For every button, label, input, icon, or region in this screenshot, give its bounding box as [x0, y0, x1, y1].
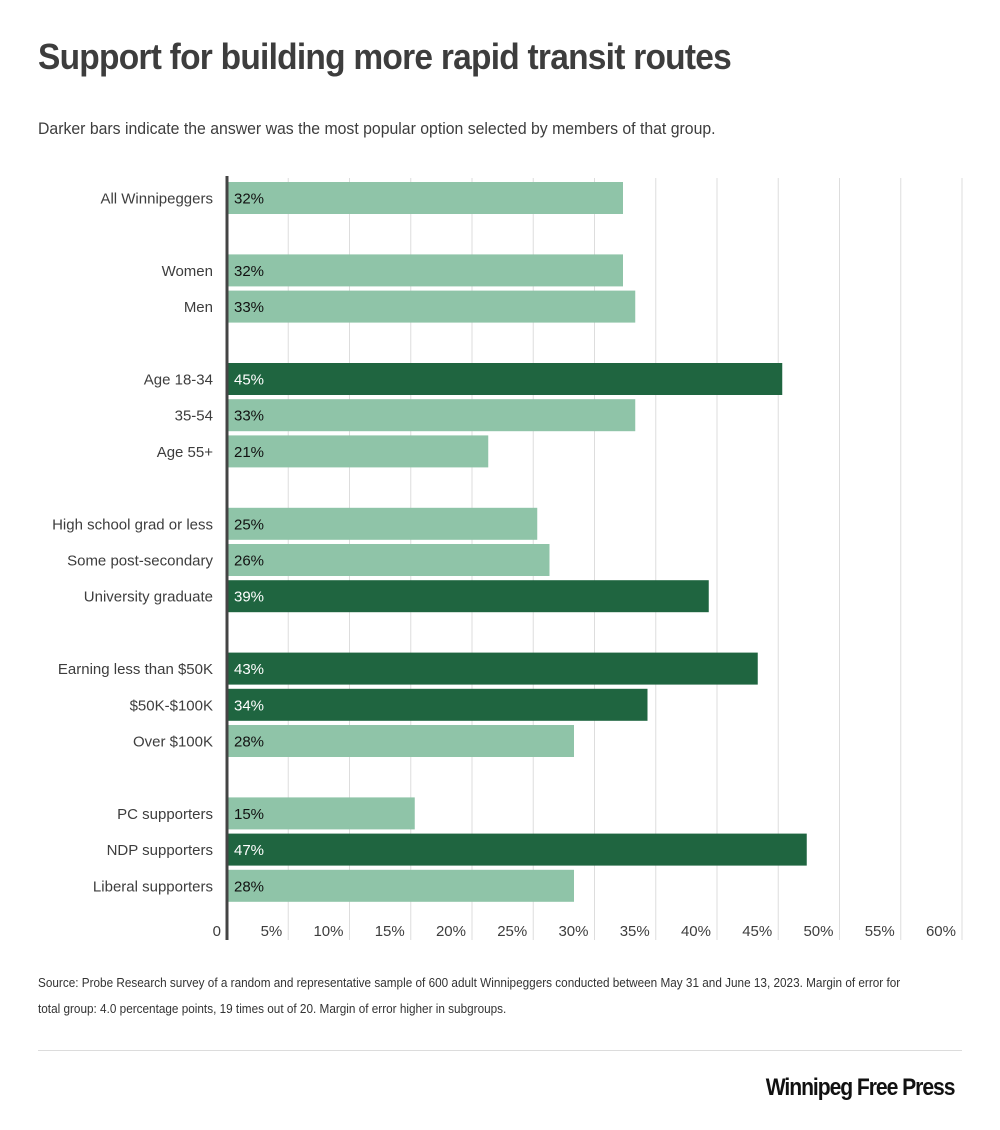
bar-some-post-secondary: [228, 544, 550, 576]
bar-age-55: [228, 435, 489, 468]
value-label: 26%: [234, 553, 264, 570]
category-label: Liberal supporters: [93, 878, 213, 895]
category-label: Women: [162, 263, 213, 280]
value-label: 47%: [234, 842, 264, 859]
source-note: Source: Probe Research survey of a rando…: [38, 976, 901, 1016]
category-label: University graduate: [84, 589, 213, 606]
category-labels: All Winnipeggers Women Men Age 18-34 35-54 Ag…: [52, 191, 213, 896]
x-tick-label: 5%: [261, 923, 283, 940]
x-tick-label: 30%: [558, 923, 588, 940]
bar-age-18-34: [228, 363, 783, 395]
value-label: 43%: [234, 661, 264, 678]
bar-35-54: [228, 399, 636, 432]
bar-50k-100k: [228, 688, 648, 721]
value-label: 15%: [234, 806, 264, 823]
bar-chart: All Winnipeggers Women Men Age 18-34 35-54 Ag…: [52, 176, 963, 940]
value-label: 25%: [234, 516, 264, 533]
bar-university-graduate: [228, 580, 709, 613]
category-label: Some post-secondary: [67, 553, 213, 570]
category-label: $50K-$100K: [130, 697, 213, 714]
chart-subtitle: Darker bars indicate the answer was the …: [38, 119, 716, 138]
value-label: 32%: [234, 263, 264, 280]
footer-divider: [38, 1050, 962, 1051]
category-label: Men: [184, 299, 213, 316]
x-tick-label: 10%: [313, 923, 343, 940]
x-tick-label: 50%: [803, 923, 833, 940]
bar-men: [228, 290, 636, 323]
category-label: High school grad or less: [52, 516, 213, 533]
value-label: 45%: [234, 372, 264, 389]
x-tick-label: 35%: [620, 923, 650, 940]
x-tick-label: 55%: [865, 923, 895, 940]
value-labels: 32% 32% 33% 45% 33% 21% 25% 26% 39% 43% 34% 28% 15% 4…: [234, 191, 264, 896]
value-label: 34%: [234, 697, 264, 714]
brand-logo: Winnipeg Free Press: [765, 1074, 955, 1101]
value-label: 28%: [234, 734, 264, 751]
value-label: 39%: [234, 589, 264, 606]
bar-over-100k: [228, 725, 574, 757]
category-label: All Winnipeggers: [100, 191, 213, 208]
category-label: Earning less than $50K: [58, 661, 213, 678]
bar-pc-supporters: [228, 797, 415, 830]
value-label: 28%: [234, 878, 264, 895]
x-tick-label: 40%: [681, 923, 711, 940]
value-label: 33%: [234, 408, 264, 425]
bar-ndp-supporters: [228, 833, 807, 866]
x-tick-label: 0: [213, 923, 221, 940]
x-tick-label: 20%: [436, 923, 466, 940]
x-tick-label: 45%: [742, 923, 772, 940]
category-label: Over $100K: [133, 734, 213, 751]
value-label: 32%: [234, 191, 264, 208]
bar-high-school-grad-or-less: [228, 507, 538, 540]
category-label: PC supporters: [117, 806, 213, 823]
bar-women: [228, 254, 623, 287]
bar-all-winnipeggers: [228, 182, 623, 214]
value-label: 21%: [234, 444, 264, 461]
category-label: Age 18-34: [144, 372, 213, 389]
bars: [228, 182, 807, 902]
x-tick-label: 25%: [497, 923, 527, 940]
category-label: Age 55+: [157, 444, 214, 461]
bar-earning-less-than-50k: [228, 652, 758, 685]
bar-liberal-supporters: [228, 869, 574, 902]
category-label: 35-54: [175, 408, 213, 425]
chart-title: Support for building more rapid transit …: [38, 36, 732, 77]
x-axis-ticks: 0 5% 10% 15% 20% 25% 30% 35% 40% 45% 50% 55% 60%: [213, 923, 956, 940]
category-label: NDP supporters: [107, 842, 213, 859]
value-label: 33%: [234, 299, 264, 316]
x-tick-label: 15%: [375, 923, 405, 940]
x-tick-label: 60%: [926, 923, 956, 940]
